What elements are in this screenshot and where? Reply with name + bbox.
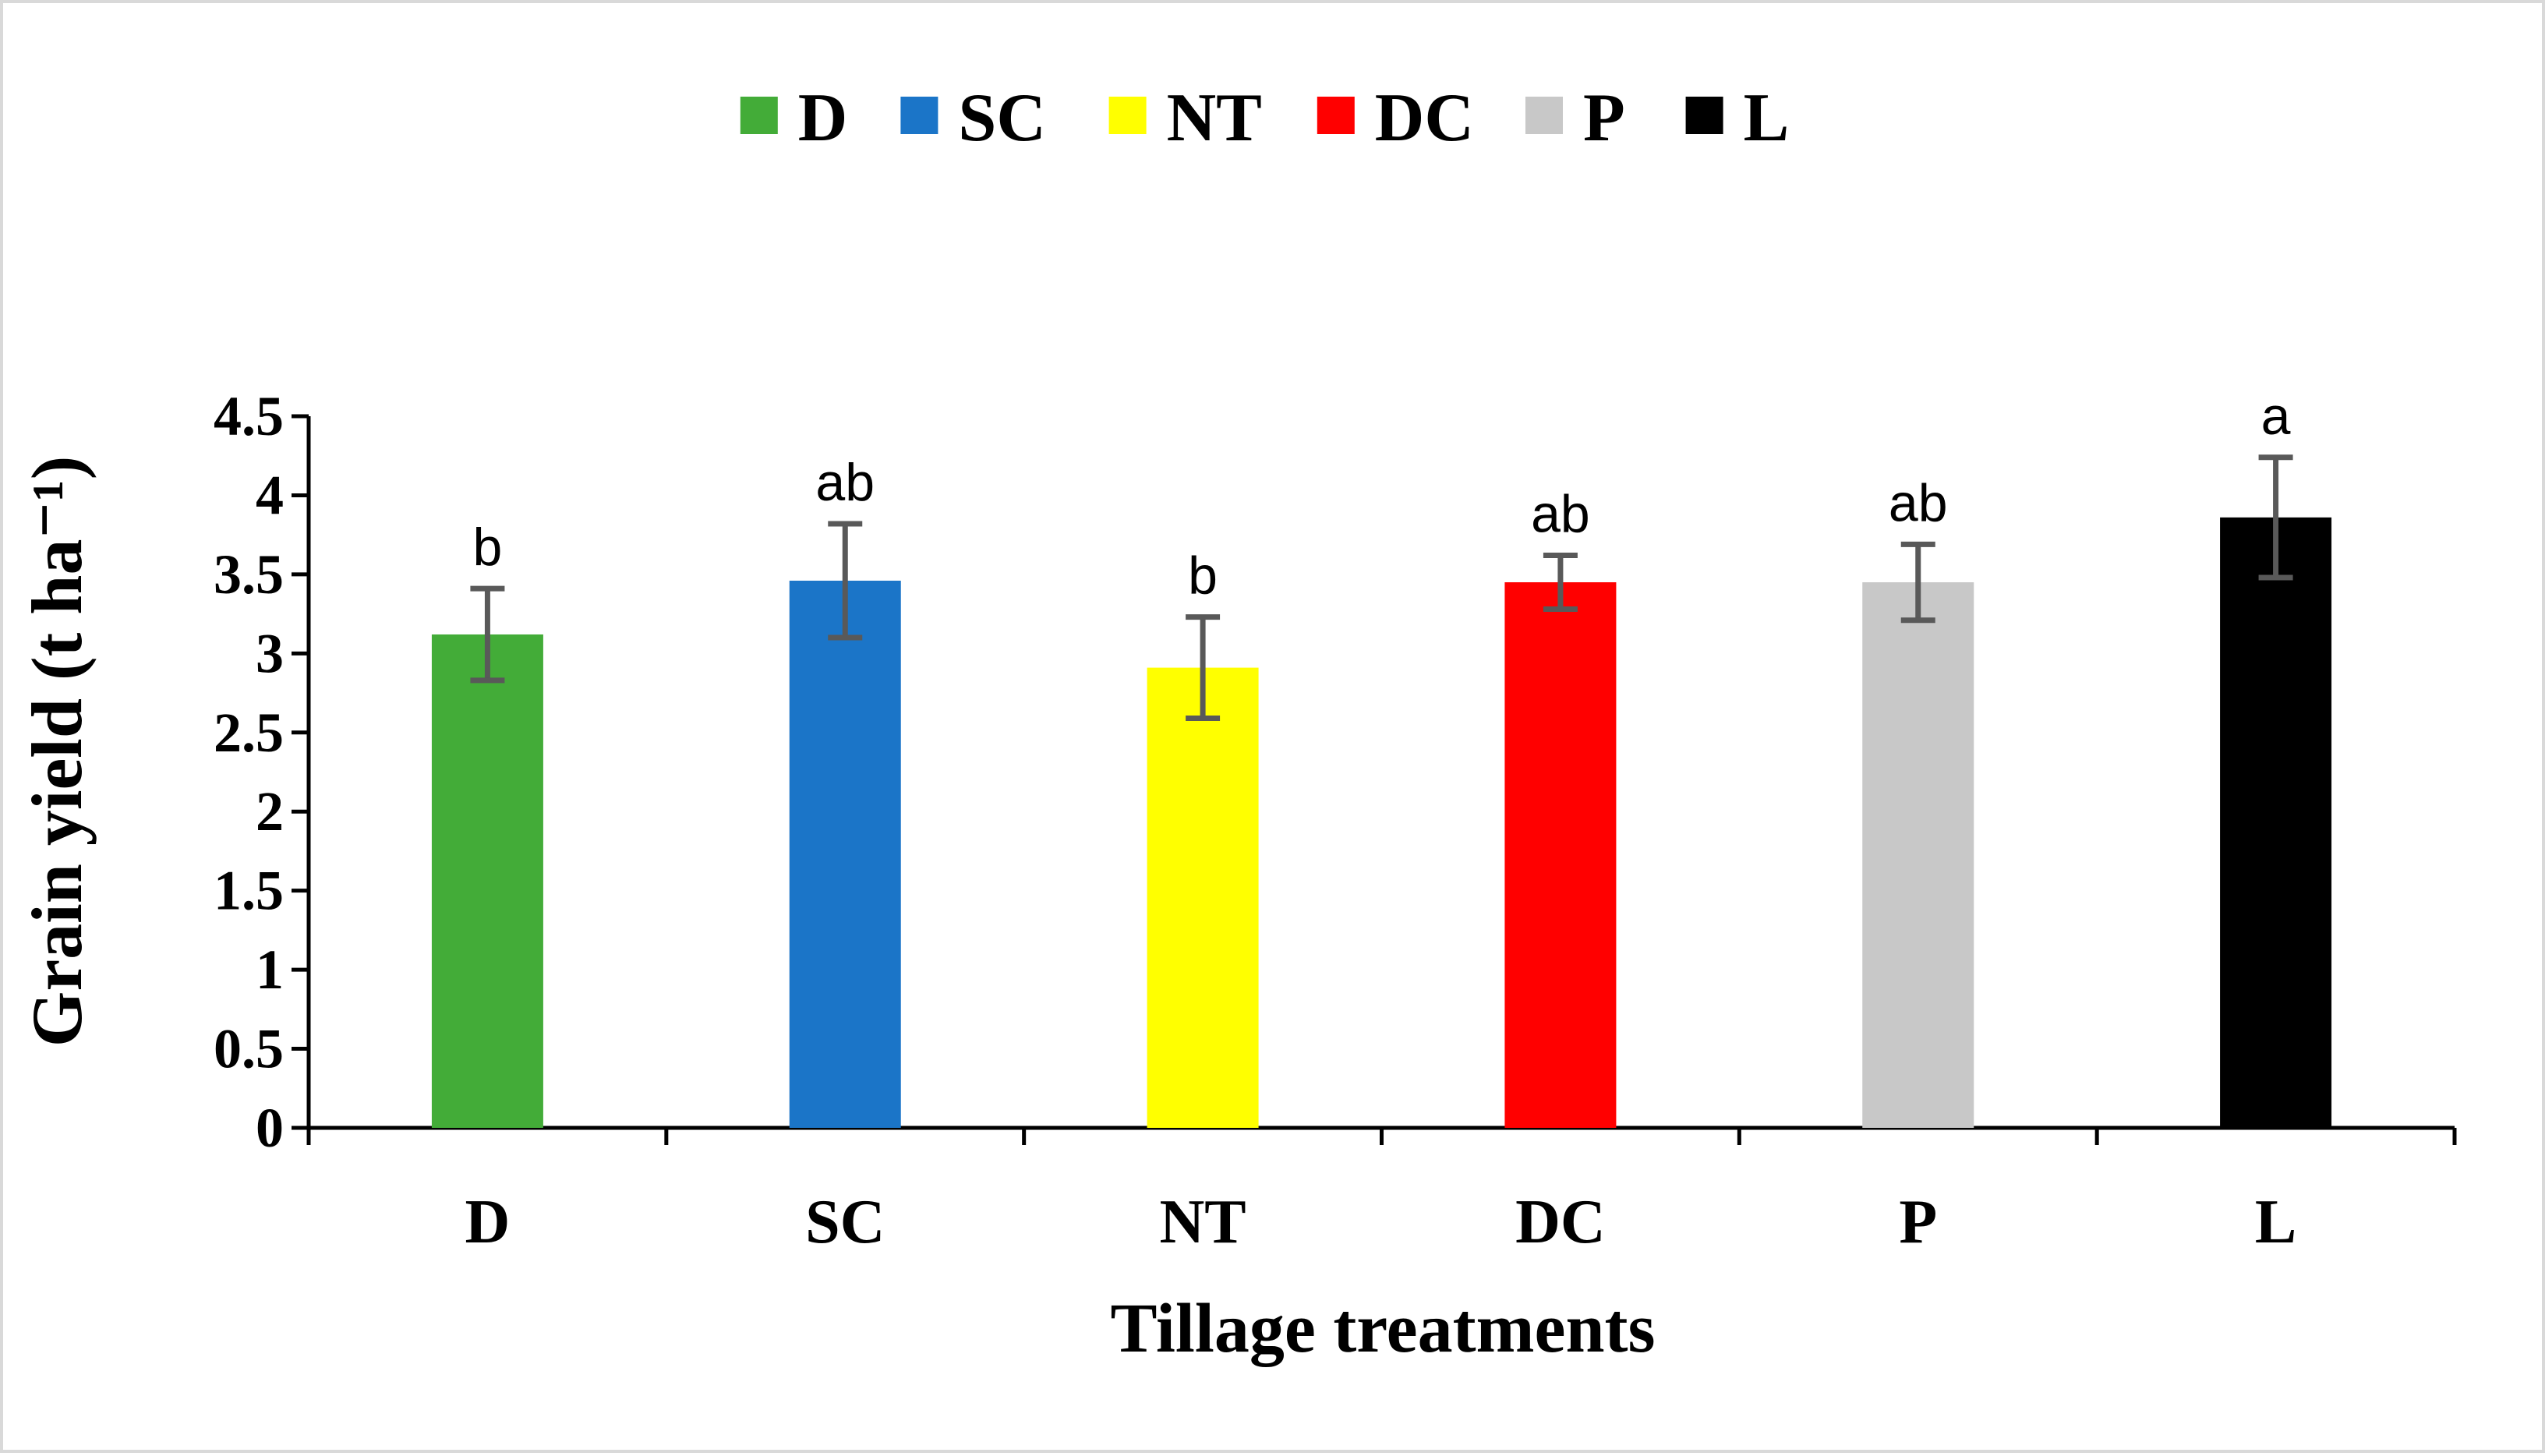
significance-letter: a <box>2261 387 2291 446</box>
y-tick-label: 4 <box>256 464 284 526</box>
x-tick-label: NT <box>1160 1188 1246 1256</box>
y-axis: 0 0.5 1 1.5 2 2.5 3 3.5 4 4.5 <box>214 385 311 1159</box>
bar-sc <box>789 581 901 1128</box>
legend-label: DC <box>1375 80 1474 156</box>
legend-swatch-l <box>1685 97 1723 134</box>
y-tick-label: 4.5 <box>214 385 284 447</box>
x-tick-label: SC <box>805 1188 885 1256</box>
significance-letter: ab <box>1531 485 1590 544</box>
bars: b ab b ab ab a <box>431 387 2332 1128</box>
legend-swatch-dc <box>1317 97 1355 134</box>
y-axis-title: Grain yield (t ha⁻¹) <box>17 456 97 1047</box>
y-tick-label: 1.5 <box>214 860 284 922</box>
bar-p <box>1862 582 1974 1128</box>
x-tick-label: D <box>465 1188 511 1256</box>
legend-swatch-p <box>1525 97 1563 134</box>
bar-nt <box>1147 667 1259 1128</box>
x-axis-title: Tillage treatments <box>1110 1290 1655 1367</box>
y-tick-label: 3 <box>256 622 284 684</box>
y-tick-label: 2.5 <box>214 701 284 764</box>
significance-letter: b <box>1188 546 1218 606</box>
legend-swatch-sc <box>900 97 938 134</box>
y-tick-label: 2 <box>256 780 284 843</box>
y-tick-label: 0 <box>256 1097 284 1159</box>
x-tick-label: L <box>2255 1188 2296 1256</box>
x-tick-label: DC <box>1515 1188 1606 1256</box>
x-axis: D SC NT DC P L <box>306 1126 2457 1256</box>
legend-label: NT <box>1167 80 1262 156</box>
bar-d <box>431 634 543 1128</box>
legend-swatch-nt <box>1108 97 1147 134</box>
bar-dc <box>1504 582 1617 1128</box>
legend-label: SC <box>958 80 1046 156</box>
legend: D SC NT DC P L <box>740 80 1790 156</box>
legend-swatch-d <box>740 97 778 134</box>
legend-label: P <box>1583 80 1625 156</box>
significance-letter: b <box>473 518 503 577</box>
significance-letter: ab <box>1889 473 1948 532</box>
legend-label: L <box>1744 80 1790 156</box>
x-tick-label: P <box>1899 1188 1937 1256</box>
bar-l <box>2220 517 2332 1128</box>
y-tick-label: 3.5 <box>214 543 284 606</box>
y-tick-label: 1 <box>256 938 284 1001</box>
y-tick-label: 0.5 <box>214 1018 284 1080</box>
legend-label: D <box>798 80 848 156</box>
significance-letter: ab <box>815 453 875 512</box>
grain-yield-bar-chart: D SC NT DC P L 0 0.5 1 1.5 2 2.5 3 3.5 4 4.5 D SC NT DC P L… <box>17 80 2457 1367</box>
